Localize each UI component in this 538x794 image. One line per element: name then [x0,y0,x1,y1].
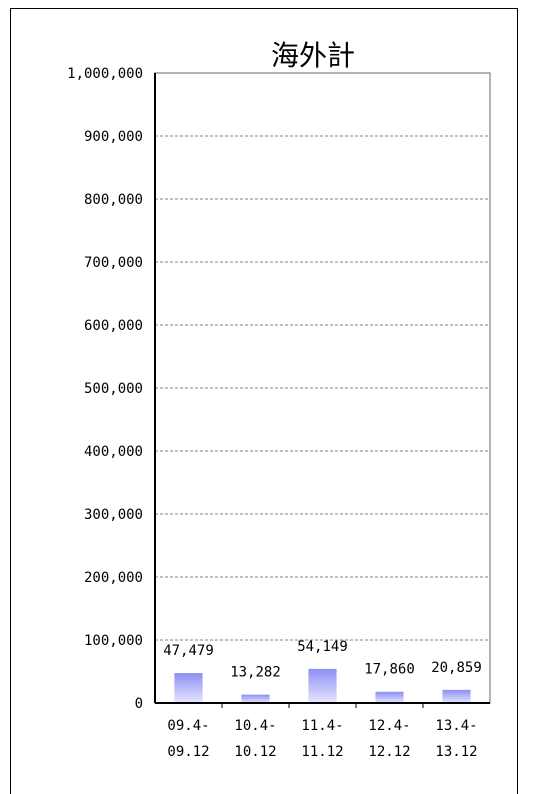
y-tick-label: 500,000 [84,381,143,397]
y-tick-label: 0 [135,696,143,712]
y-tick-label: 100,000 [84,633,143,649]
y-tick-label: 1,000,000 [67,66,143,82]
chart-frame [10,8,518,794]
x-tick-label: 09.12 [167,744,209,760]
data-label: 13,282 [230,665,281,681]
x-tick-label: 13.12 [435,744,477,760]
bar [241,694,270,703]
data-label: 47,479 [163,643,214,659]
y-tick-label: 200,000 [84,570,143,586]
data-label: 20,859 [431,660,482,676]
y-tick-label: 700,000 [84,255,143,271]
bar [442,689,471,703]
bar [174,673,203,703]
x-tick-label: 12.12 [368,744,410,760]
y-tick-label: 300,000 [84,507,143,523]
chart-title: 海外計 [271,39,355,72]
y-tick-label: 800,000 [84,192,143,208]
x-tick-label: 11.12 [301,744,343,760]
data-label: 54,149 [297,639,348,655]
x-tick-label: 10.12 [234,744,276,760]
x-tick-label: 09.4- [167,718,209,734]
data-label: 17,860 [364,662,415,678]
x-tick-label: 12.4- [368,718,410,734]
bar [375,691,404,703]
y-tick-label: 400,000 [84,444,143,460]
x-tick-label: 10.4- [234,718,276,734]
x-tick-label: 13.4- [435,718,477,734]
x-tick-label: 11.4- [301,718,343,734]
y-tick-label: 900,000 [84,129,143,145]
y-tick-label: 600,000 [84,318,143,334]
bar [308,668,337,703]
